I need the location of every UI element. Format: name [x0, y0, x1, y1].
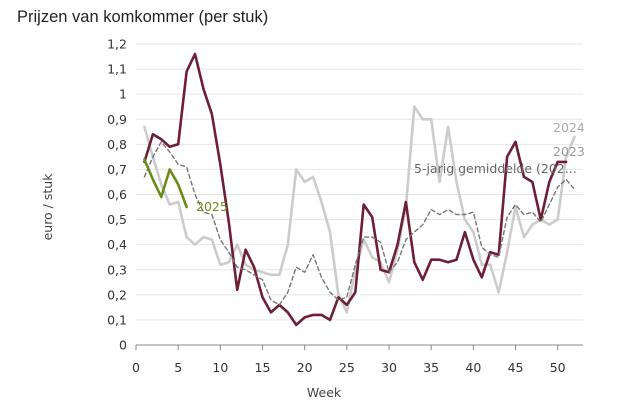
- series-label-0: 2024: [553, 120, 585, 135]
- x-tick-label: 5: [174, 360, 182, 375]
- y-tick-label: 0,7: [107, 162, 127, 177]
- y-tick-label: 0,6: [107, 187, 127, 202]
- y-tick-label: 1,2: [107, 37, 127, 52]
- y-tick-label: 0,9: [107, 112, 127, 127]
- x-tick-label: 50: [550, 360, 566, 375]
- x-tick-label: 30: [381, 360, 397, 375]
- chart-title: Prijzen van komkommer (per stuk): [17, 8, 269, 26]
- y-tick-label: 0,5: [107, 212, 127, 227]
- y-tick-label: 0,3: [107, 262, 127, 277]
- gridlines: [136, 43, 583, 346]
- y-tick-label: 1,1: [107, 62, 127, 77]
- y-tick-label: 1: [119, 87, 127, 102]
- series-line-3: [143, 158, 188, 209]
- x-tick-label: 35: [423, 360, 439, 375]
- series-label-1: 2023: [553, 144, 585, 159]
- x-axis-title: Week: [307, 385, 342, 400]
- x-tick-label: 15: [255, 360, 271, 375]
- series-line-1: [143, 52, 568, 327]
- x-tick-label: 25: [339, 360, 355, 375]
- y-tick-label: 0,2: [107, 287, 127, 302]
- y-tick-label: 0,4: [107, 237, 127, 252]
- y-tick-label: 0,8: [107, 137, 127, 152]
- series-line-2: [143, 141, 576, 306]
- series-label-3: 2025: [196, 199, 228, 214]
- x-tick-label: 0: [132, 360, 140, 375]
- x-tick-label: 10: [212, 360, 228, 375]
- series-labels: 2024 2023 5-jarig gemiddelde (202... 2025: [196, 120, 585, 214]
- y-tick-label: 0,1: [107, 312, 127, 327]
- tick-labels: 0 0,1 0,2 0,3 0,4 0,5 0,6 0,7 0,8 0,9 1 1,1 1,2 0 5 10 1…: [107, 37, 566, 376]
- y-tick-label: 0: [119, 338, 127, 353]
- series-label-2: 5-jarig gemiddelde (202...: [414, 161, 577, 176]
- y-axis-title: euro / stuk: [40, 173, 55, 241]
- x-tick-label: 40: [465, 360, 481, 375]
- x-tick-label: 20: [297, 360, 313, 375]
- series-lines: [143, 52, 576, 327]
- x-tick-label: 45: [508, 360, 524, 375]
